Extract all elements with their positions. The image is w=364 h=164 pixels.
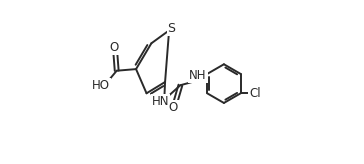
Text: S: S bbox=[167, 22, 175, 35]
Text: NH: NH bbox=[189, 69, 207, 82]
Text: HN: HN bbox=[151, 95, 169, 108]
Text: O: O bbox=[109, 41, 118, 54]
Text: HO: HO bbox=[92, 79, 110, 92]
Text: O: O bbox=[169, 101, 178, 114]
Text: Cl: Cl bbox=[249, 87, 261, 100]
